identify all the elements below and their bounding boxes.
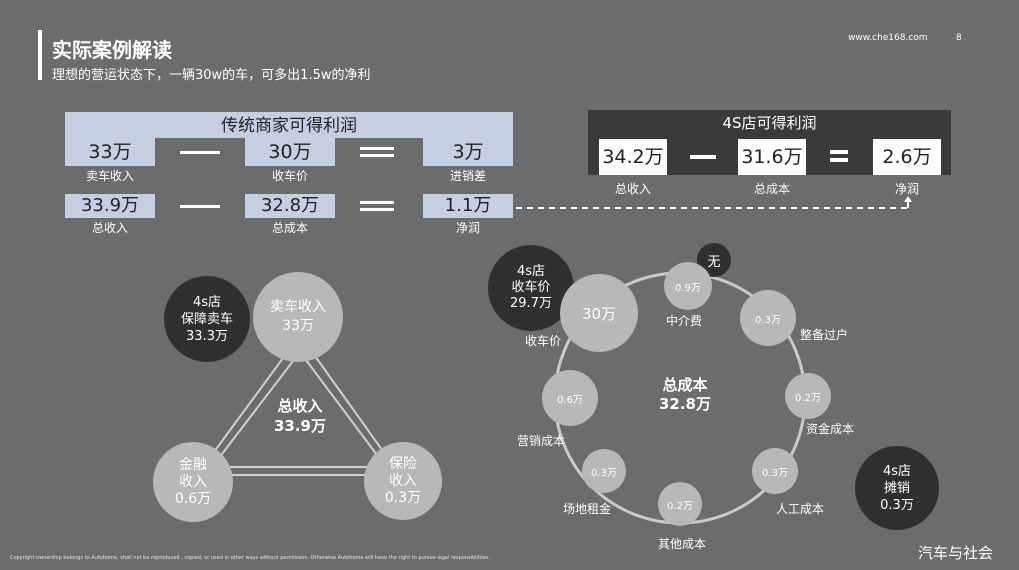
revenue-center-value: 33.9万 [273,417,326,435]
venue-label: 场地租金 [563,502,612,516]
dealer-cost-value: 31.6万 [738,139,806,175]
sell-circle-line1: 卖车收入 [270,299,326,315]
purchase-circle-value: 30万 [581,304,617,323]
dealer-revenue-label: 总收入 [614,182,651,196]
net-profit-label: 净润 [455,221,480,235]
labor-label: 人工成本 [776,502,825,516]
guarantee-circle: 4s店 保障卖车 33.3万 [164,276,250,362]
insurance-circle: 保险 收入 0.3万 [364,442,442,520]
triangle-outer [195,334,402,476]
finance-line2: 收入 [179,473,207,490]
dealer-purchase-circle: 4s店 收车价 29.7万 [488,245,574,331]
margin-value: 3万 [423,138,513,166]
purchase-circle-label: 收车价 [525,334,562,348]
other-circle: 0.2万 [658,482,702,526]
labor-value: 0.3万 [762,467,788,479]
capital-circle: 0.2万 [785,373,831,419]
cost-center-value: 32.8万 [658,395,711,413]
amortize-line1: 4s店 [882,463,912,479]
equals-sign-2-top [360,201,394,204]
marketing-circle: 0.6万 [542,370,598,426]
page-title: 实际案例解读 [52,38,172,62]
purchase-price-value: 30万 [245,138,335,166]
dealer-purchase-line3: 29.7万 [510,296,552,311]
dealer-equals-bottom [830,158,848,162]
purchase-price-label: 收车价 [271,169,308,183]
site-url: www.che168.com [848,33,928,43]
purchase-circle: 30万 [560,274,638,352]
prep-circle: 0.3万 [740,290,796,346]
venue-circle: 0.3万 [582,449,626,493]
amortize-line3: 0.3万 [880,497,914,513]
connector-arrowhead [904,196,912,202]
net-profit-value: 1.1万 [423,194,513,218]
minus-sign-2 [180,205,220,208]
sell-revenue-value: 33万 [65,138,155,166]
amortize-circle: 4s店 摊销 0.3万 [855,446,939,530]
sell-revenue-label: 卖车收入 [85,169,134,183]
insurance-line1: 保险 [389,455,417,472]
triangle-inner [209,351,388,468]
total-cost-label: 总成本 [271,221,308,235]
insurance-line3: 0.3万 [384,489,422,506]
marketing-label: 营销成本 [517,434,566,448]
copyright-notice: Copyright ownership belongs to Autohome,… [10,555,490,561]
page-number: 8 [956,33,962,43]
agent-fee-value: 0.9万 [675,282,701,294]
capital-label: 资金成本 [806,422,855,436]
equals-sign-bottom [360,154,394,157]
dealer-cost-label: 总成本 [753,182,790,196]
dealer-minus-sign [690,155,716,159]
total-cost-value: 32.8万 [245,194,335,218]
guarantee-line2: 保障卖车 [180,311,233,327]
dealer-title: 4S店可得利润 [722,114,817,132]
dealer-revenue-value: 34.2万 [599,139,667,175]
traditional-title: 传统商家可得利润 [221,116,357,136]
agent-fee-label: 中介费 [666,314,703,328]
amortize-line2: 摊销 [883,480,910,496]
minus-sign [180,151,220,154]
dealer-purchase-line2: 收车价 [511,280,551,295]
total-revenue-value: 33.9万 [65,194,155,218]
equals-sign-2-bottom [360,208,394,211]
page-subtitle: 理想的营运状态下，一辆30w的车，可多出1.5w的净利 [52,68,371,83]
prep-value: 0.3万 [755,314,781,326]
dealer-equals-top [830,150,848,154]
agent-none-badge: 无 [697,243,731,277]
finance-line1: 金融 [179,456,207,473]
guarantee-line3: 33.3万 [186,328,228,344]
watermark: 汽车与社会 [918,544,994,562]
labor-circle: 0.3万 [752,448,798,494]
marketing-value: 0.6万 [557,394,583,406]
other-value: 0.2万 [667,500,693,512]
title-accent-bar [38,30,42,80]
traditional-header-band [65,112,513,138]
finance-line3: 0.6万 [174,490,212,507]
cost-center-title: 总成本 [662,376,708,394]
sell-circle-line2: 33万 [282,318,314,334]
dealer-purchase-line1: 4s店 [516,264,546,279]
guarantee-line1: 4s店 [192,294,222,310]
agent-none-text: 无 [707,254,721,270]
margin-label: 进销差 [449,169,486,183]
revenue-center-title: 总收入 [277,397,323,415]
equals-sign-top [360,147,394,150]
other-label: 其他成本 [658,537,707,551]
dealer-net-label: 净润 [894,182,919,196]
prep-label: 整备过户 [800,328,849,342]
cost-center: 总成本 32.8万 [630,376,740,414]
capital-value: 0.2万 [795,392,821,404]
revenue-center: 总收入 33.9万 [250,396,350,436]
finance-circle: 金融 收入 0.6万 [153,442,233,522]
agent-fee-circle: 0.9万 [664,262,712,310]
insurance-line2: 收入 [389,472,417,489]
venue-value: 0.3万 [591,467,617,479]
sell-revenue-circle: 卖车收入 33万 [253,272,343,362]
dealer-net-value: 2.6万 [873,139,941,175]
total-revenue-label: 总收入 [91,221,128,235]
